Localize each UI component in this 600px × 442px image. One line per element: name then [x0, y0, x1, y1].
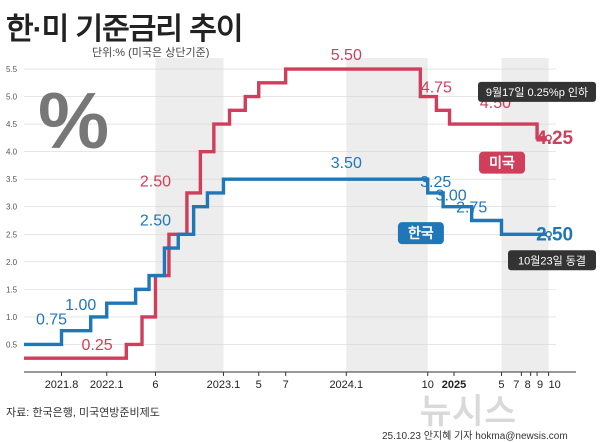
data-label: 2.75 — [456, 200, 487, 217]
data-label: 2.50 — [536, 224, 573, 245]
end-point — [545, 134, 552, 142]
x-tick-label: 7 — [513, 379, 519, 391]
x-axis: 2021.8 2022.1 6 2023.1 5 7 2024.1 10 2025 5 7 8 9 10 — [24, 371, 576, 391]
y-tick-label: 5.5 — [6, 65, 18, 74]
x-tick-label: 10 — [422, 379, 434, 391]
shade-band — [346, 58, 428, 372]
x-tick-label: 6 — [152, 379, 158, 391]
x-tick-label: 2025 — [442, 379, 466, 391]
chart-title: 한·미 기준금리 추이 — [6, 13, 243, 46]
shade-band — [501, 58, 549, 372]
x-tick-label: 2024.1 — [329, 379, 363, 391]
highlight-bands — [155, 58, 549, 372]
x-tick-label: 2023.1 — [207, 379, 241, 391]
callout-text: 9월17일 0.25%p 인하 — [486, 85, 588, 99]
y-tick-label: 3.5 — [6, 175, 18, 184]
credit-line: 25.10.23 안지혜 기자 hokma@newsis.com — [382, 431, 568, 442]
callout-box — [508, 250, 596, 271]
callouts: 9월17일 0.25%p 인하 10월23일 동결 — [478, 81, 596, 271]
y-tick-label: 0.5 — [6, 340, 18, 349]
x-tick-label: 8 — [525, 379, 531, 391]
callout-box — [478, 81, 596, 102]
y-tick-label: 3.0 — [6, 203, 18, 212]
unit-note: 단위:% (미국은 상단기준) — [92, 47, 210, 59]
end-point — [545, 230, 552, 238]
y-tick-label: 1.5 — [6, 285, 18, 294]
data-label: 1.00 — [65, 297, 96, 314]
y-tick-label: 2.0 — [6, 258, 18, 267]
series-lines — [24, 67, 552, 360]
series-tag-box — [397, 222, 444, 245]
x-tick-label: 7 — [283, 379, 289, 391]
series-tag-label: 미국 — [489, 155, 515, 171]
x-tick-label: 2021.8 — [45, 379, 79, 391]
callout-text: 10월23일 동결 — [518, 253, 586, 267]
y-tick-label: 5.0 — [6, 93, 18, 102]
x-tick-label: 2022.1 — [90, 379, 124, 391]
y-tick-label: 4.0 — [6, 148, 18, 157]
data-label: 0.75 — [36, 312, 67, 329]
data-label: 2.50 — [140, 173, 171, 190]
data-label: 5.50 — [331, 47, 362, 64]
shade-band — [155, 58, 224, 372]
percent-glyph: % — [38, 76, 109, 165]
kr-rate-line — [24, 177, 549, 347]
y-tick-label: 1.0 — [6, 313, 18, 322]
source-note: 자료: 한국은행, 미국연방준비제도 — [6, 407, 160, 419]
series-tag-label: 한국 — [408, 225, 434, 241]
percent-icon: % — [38, 76, 109, 165]
y-axis-ticks: 0.5 1.0 1.5 2.0 2.5 3.0 3.5 4.0 4.5 5.0 5.5 — [6, 65, 18, 349]
x-tick-label: 5 — [498, 379, 504, 391]
data-label: 3.00 — [436, 188, 467, 205]
series-tag-box — [479, 151, 526, 174]
data-label: 3.25 — [420, 174, 451, 191]
data-label: 4.25 — [536, 128, 573, 149]
y-tick-label: 4.5 — [6, 120, 18, 129]
y-tick-label: 2.5 — [6, 230, 18, 239]
watermark: 뉴시스 — [420, 393, 517, 431]
x-tick-label: 5 — [256, 379, 262, 391]
data-label: 3.50 — [331, 155, 362, 172]
data-label: 0.25 — [82, 337, 113, 354]
x-tick-label: 9 — [537, 379, 543, 391]
x-tick-label: 10 — [548, 379, 560, 391]
data-label: 2.50 — [140, 212, 171, 229]
data-label: 4.75 — [421, 79, 452, 96]
us-rate-line — [24, 67, 549, 360]
